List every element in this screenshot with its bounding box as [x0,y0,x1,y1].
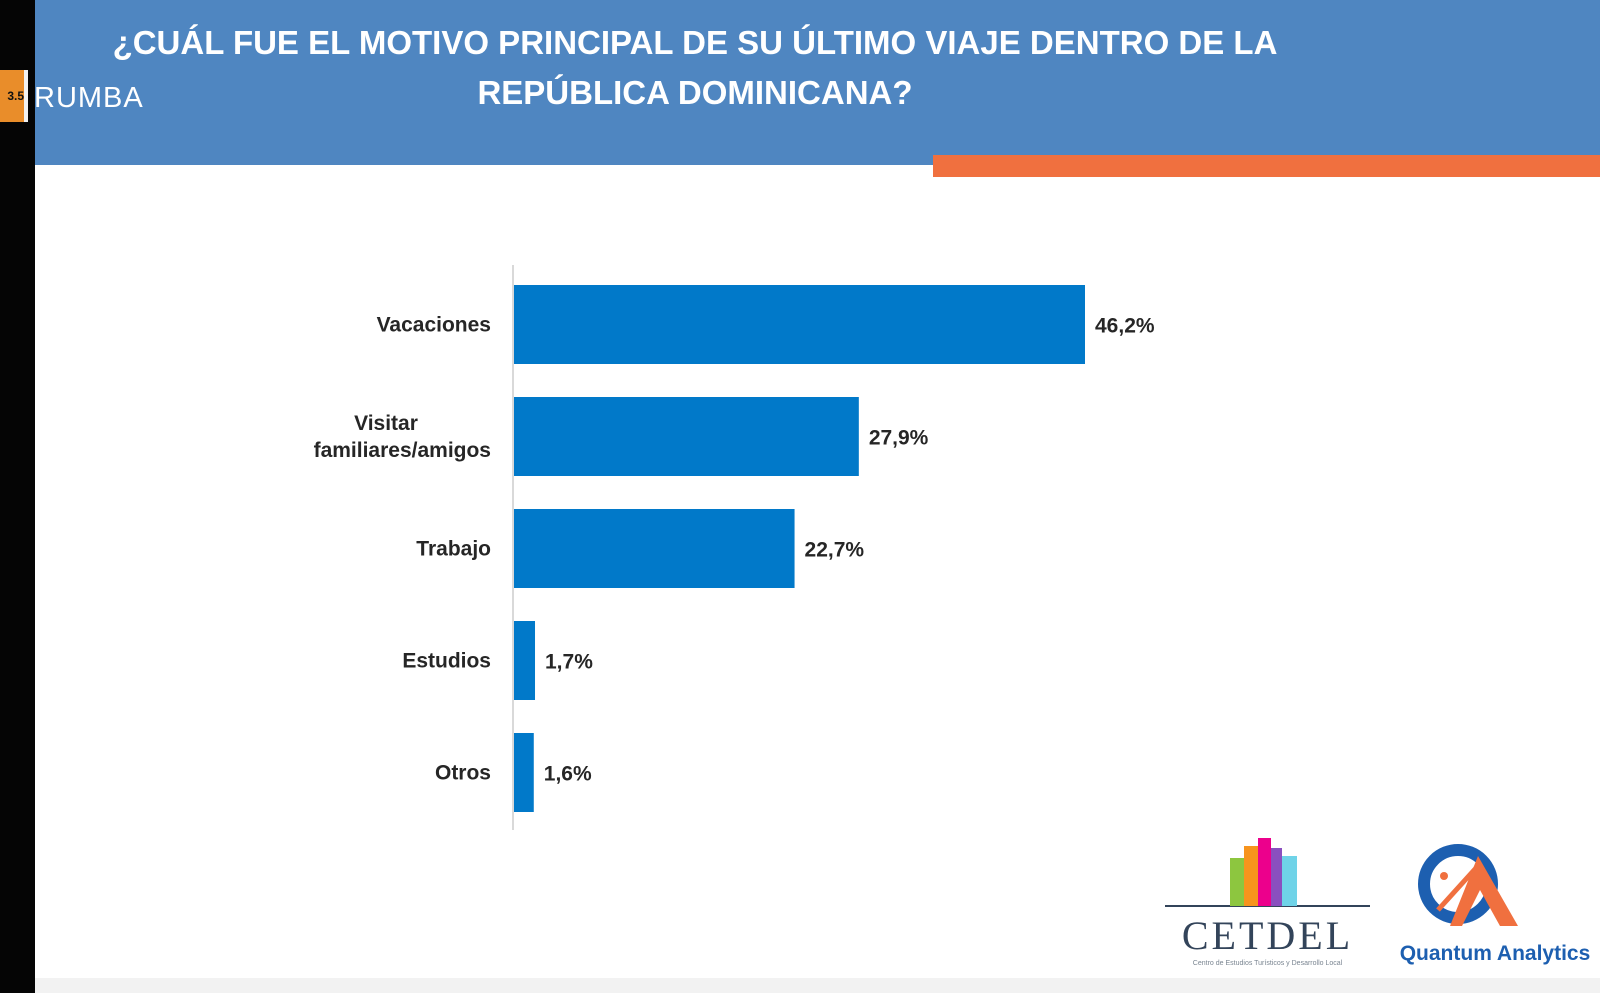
cetdel-subtitle: Centro de Estudios Turísticos y Desarrol… [1192,960,1343,967]
header-band [35,0,1600,165]
cetdel-logo: CETDEL Centro de Estudios Turísticos y D… [1160,838,1375,978]
category-label-0: Vacaciones [377,314,491,337]
brand-badge: 3.5 [0,70,28,122]
quantum-analytics-name: Quantum Analytics [1399,942,1591,965]
value-label-4: 1,6% [544,763,592,786]
left-black-strip [0,0,35,993]
category-label-1-line-0: Visitar [354,412,418,435]
value-label-0: 46,2% [1095,315,1155,338]
bar-4 [514,733,534,812]
cetdel-buildings-icon [1165,838,1370,907]
bar-series: 46,2% Vacaciones 27,9% Visitar familiares/am… [314,285,1155,812]
category-label-1-line-1: familiares/amigos [314,439,491,462]
bar-3 [514,621,536,700]
bar-2 [514,509,795,588]
category-label-2: Trabajo [416,538,491,561]
cetdel-name: CETDEL [1181,913,1354,958]
header-accent-bar [933,155,1600,177]
category-label-4: Otros [435,762,491,785]
value-label-1: 27,9% [869,427,929,450]
quantum-analytics-icon [1418,844,1518,926]
value-label-3: 1,7% [545,651,593,674]
slide-title: ¿CUÁL FUE EL MOTIVO PRINCIPAL DE SU ÚLTI… [112,24,1278,111]
bar-0 [514,285,1085,364]
value-label-2: 22,7% [805,539,865,562]
bar-1 [514,397,859,476]
quantum-analytics-logo: Quantum Analytics [1390,838,1600,978]
brand-name: RUMBA [34,82,144,114]
category-label-3: Estudios [402,650,491,673]
bottom-bar [35,978,1600,993]
